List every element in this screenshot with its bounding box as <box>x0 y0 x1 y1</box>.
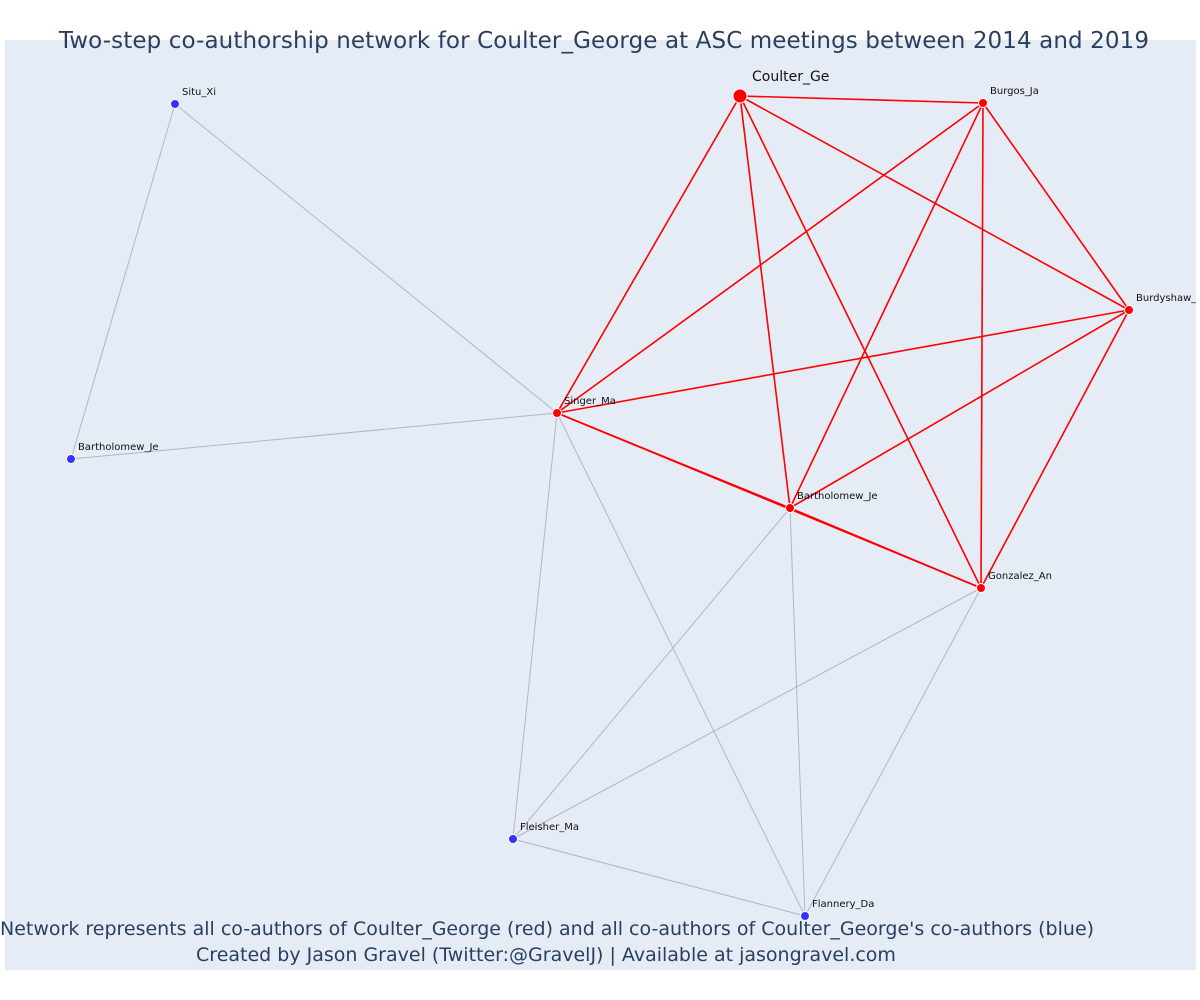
edge-burdyshaw-singer <box>556 309 1130 414</box>
edge-burgos-bartholomew_r <box>789 102 984 509</box>
edge-bartholomew_r-fleisher <box>512 507 791 840</box>
node-fleisher[interactable] <box>508 834 518 844</box>
edge-coulter-bartholomew_r <box>739 95 791 509</box>
edge-situ-bartholomew_b <box>70 103 176 460</box>
page-title: Two-step co-authorship network for Coult… <box>58 28 1150 54</box>
edge-coulter-singer <box>556 95 741 414</box>
network-plot-area <box>5 40 1196 970</box>
node-label-bartholomew_b: Bartholomew_Je <box>78 442 159 453</box>
edge-gonzalez-fleisher <box>512 587 982 840</box>
node-label-coulter: Coulter_Ge <box>752 69 829 85</box>
edge-bartholomew_r-flannery <box>789 507 806 917</box>
node-bartholomew_r[interactable] <box>785 503 795 513</box>
edge-burdyshaw-bartholomew_r <box>789 309 1130 509</box>
edge-burgos-burdyshaw <box>982 102 1130 311</box>
node-burdyshaw[interactable] <box>1124 305 1134 315</box>
node-flannery[interactable] <box>800 911 810 921</box>
node-singer[interactable] <box>552 408 562 418</box>
edge-bartholomew_r-gonzalez <box>789 507 982 589</box>
edge-burgos-gonzalez <box>980 102 984 589</box>
node-label-singer: Singer_Ma <box>564 396 616 407</box>
edge-burgos-singer <box>556 102 984 414</box>
node-coulter[interactable] <box>732 88 748 104</box>
edge-coulter-gonzalez <box>739 95 982 589</box>
node-label-gonzalez: Gonzalez_An <box>988 571 1052 582</box>
edge-situ-singer <box>174 103 558 414</box>
caption-line-1: Network represents all co-authors of Cou… <box>0 918 1095 940</box>
node-label-situ: Situ_Xi <box>182 87 216 98</box>
edge-singer-fleisher <box>512 412 558 840</box>
node-gonzalez[interactable] <box>976 583 986 593</box>
node-situ[interactable] <box>170 99 180 109</box>
node-label-fleisher: Fleisher_Ma <box>520 822 579 833</box>
node-label-burgos: Burgos_Ja <box>990 86 1039 97</box>
edge-fleisher-flannery <box>512 838 806 917</box>
edge-coulter-burgos <box>739 95 984 104</box>
edge-gonzalez-flannery <box>804 587 982 917</box>
edge-singer-flannery <box>556 412 806 917</box>
node-bartholomew_b[interactable] <box>66 454 76 464</box>
node-label-bartholomew_r: Bartholomew_Je <box>797 491 878 502</box>
node-label-flannery: Flannery_Da <box>812 899 874 910</box>
caption-line-2: Created by Jason Gravel (Twitter:@Gravel… <box>196 944 896 966</box>
edge-bartholomew_b-singer <box>70 412 558 460</box>
edge-burdyshaw-gonzalez <box>980 309 1130 589</box>
node-label-burdyshaw: Burdyshaw_T <box>1136 293 1200 304</box>
node-burgos[interactable] <box>978 98 988 108</box>
